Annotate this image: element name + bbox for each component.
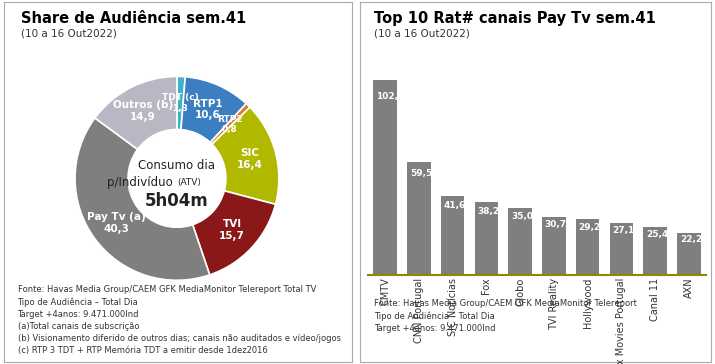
Bar [373,80,397,275]
Wedge shape [177,76,185,130]
Bar [542,217,566,275]
Text: 38,2: 38,2 [478,207,500,216]
Wedge shape [95,76,177,149]
Text: (10 a 16 Out2022): (10 a 16 Out2022) [21,29,117,39]
Text: RTP2
0,8: RTP2 0,8 [217,115,242,134]
Text: 27,1: 27,1 [612,226,635,236]
Text: 29,2: 29,2 [578,223,601,232]
Wedge shape [75,118,209,280]
Text: Consumo dia: Consumo dia [139,159,215,171]
Bar [407,162,430,275]
Text: 41,6: 41,6 [443,201,466,210]
Text: 30,7: 30,7 [545,220,567,229]
Text: TDT (c)
1,3: TDT (c) 1,3 [162,93,199,113]
Text: Top 10 Rat# canais Pay Tv sem.41: Top 10 Rat# canais Pay Tv sem.41 [374,11,656,26]
Bar [609,223,633,275]
Bar [475,202,498,275]
Text: Fonte: Havas Media Group/CAEM GFK MediaMonitor Telereport
Tipo de Audiência – To: Fonte: Havas Media Group/CAEM GFK MediaM… [374,299,636,333]
Wedge shape [210,104,250,144]
Text: TVI
15,7: TVI 15,7 [220,219,245,241]
Bar [644,227,667,275]
Wedge shape [212,107,279,204]
Text: 5h04m: 5h04m [145,192,209,210]
Bar [508,209,532,275]
Text: (ATV): (ATV) [177,178,201,187]
Text: RTP1
10,6: RTP1 10,6 [192,99,222,120]
Bar [440,196,465,275]
Text: (10 a 16 Out2022): (10 a 16 Out2022) [374,29,470,39]
Text: 22,2: 22,2 [680,235,702,244]
Text: Pay Tv (a)
40,3: Pay Tv (a) 40,3 [87,212,145,234]
Text: Outros (b)
14,9: Outros (b) 14,9 [113,100,173,122]
Text: 25,4: 25,4 [646,230,669,238]
Text: 59,5: 59,5 [410,169,432,178]
Text: 35,0: 35,0 [511,213,533,221]
Wedge shape [181,77,246,142]
Bar [576,219,599,275]
Text: p/Indivíduo: p/Indivíduo [107,176,177,189]
Wedge shape [192,191,275,275]
Bar [677,233,701,275]
Text: 102,5: 102,5 [376,92,405,101]
Text: SIC
16,4: SIC 16,4 [237,149,263,170]
Text: Share de Audiência sem.41: Share de Audiência sem.41 [21,11,246,26]
Text: Fonte: Havas Media Group/CAEM GFK MediaMonitor Telereport Total TV
Tipo de Audiê: Fonte: Havas Media Group/CAEM GFK MediaM… [18,285,340,355]
